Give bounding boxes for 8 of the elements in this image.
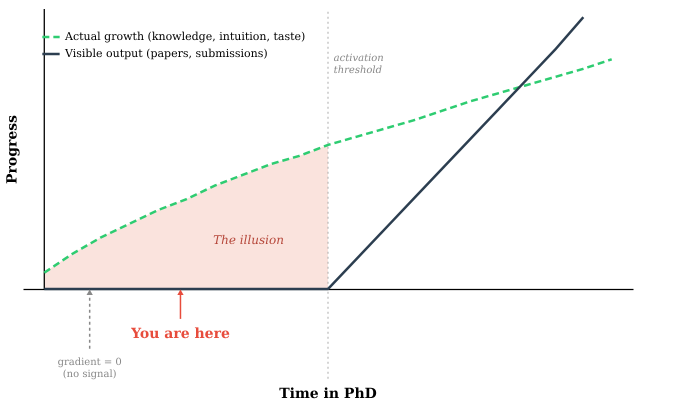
y-axis-title: Progress [4,114,20,184]
legend-label: Actual growth (knowledge, intuition, taste) [64,30,306,43]
text: You are here [130,326,230,342]
legend-label: Visible output (papers, submissions) [64,47,268,60]
text: gradient = 0 (no signal) [58,356,122,380]
annotation: activation threshold [334,52,384,76]
text: Time in PhD [279,386,377,402]
annotation: The illusion [213,233,284,248]
